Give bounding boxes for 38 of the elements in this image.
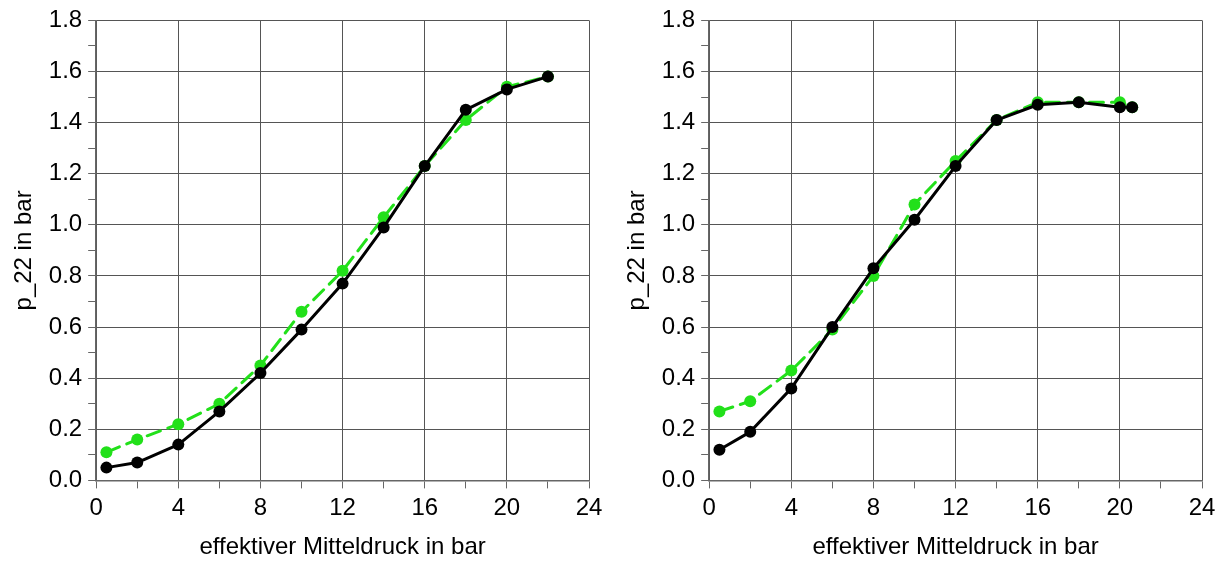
y-tick-label: 1.0 xyxy=(48,209,83,237)
x-axis-title: effektiver Mitteldruck in bar xyxy=(199,532,486,560)
y-tick-label: 0.6 xyxy=(48,311,83,339)
x-axis-title: effektiver Mitteldruck in bar xyxy=(812,532,1099,560)
x-tick-label: 12 xyxy=(942,493,969,521)
x-tick-label: 8 xyxy=(866,493,881,521)
y-tick-label: 0.0 xyxy=(661,465,696,493)
x-tick-label: 8 xyxy=(253,493,268,521)
y-tick-label: 0.8 xyxy=(661,260,696,288)
y-tick-label: 0.4 xyxy=(661,362,696,390)
x-tick-label: 12 xyxy=(329,493,356,521)
y-tick-label: 1.4 xyxy=(48,107,83,135)
x-tick-label: 0 xyxy=(89,493,103,521)
y-tick-label: 0.2 xyxy=(661,413,696,441)
y-axis-title: p_22 in bar xyxy=(622,190,650,311)
x-tick-label: 16 xyxy=(1024,493,1052,521)
x-tick-label: 0 xyxy=(702,493,716,521)
x-tick-label: 16 xyxy=(411,493,439,521)
x-tick-label: 24 xyxy=(575,493,603,521)
y-tick-label: 1.4 xyxy=(661,107,696,135)
y-tick-label: 1.2 xyxy=(661,158,696,186)
y-tick-label: 0.0 xyxy=(48,465,83,493)
x-tick-label: 4 xyxy=(171,493,185,521)
y-tick-label: 0.4 xyxy=(48,362,83,390)
x-tick-label: 20 xyxy=(493,493,521,521)
y-tick-label: 1.6 xyxy=(661,56,696,84)
x-tick-label: 24 xyxy=(1188,493,1216,521)
y-tick-label: 0.2 xyxy=(48,413,83,441)
y-tick-label: 0.8 xyxy=(48,260,83,288)
x-tick-label: 20 xyxy=(1106,493,1134,521)
y-tick-label: 1.8 xyxy=(661,5,696,33)
y-tick-label: 1.8 xyxy=(48,5,83,33)
y-tick-label: 1.2 xyxy=(48,158,83,186)
x-tick-label: 4 xyxy=(784,493,798,521)
y-tick-label: 1.6 xyxy=(48,56,83,84)
y-tick-label: 1.0 xyxy=(661,209,696,237)
y-tick-label: 0.6 xyxy=(661,311,696,339)
y-axis-title: p_22 in bar xyxy=(9,190,37,311)
